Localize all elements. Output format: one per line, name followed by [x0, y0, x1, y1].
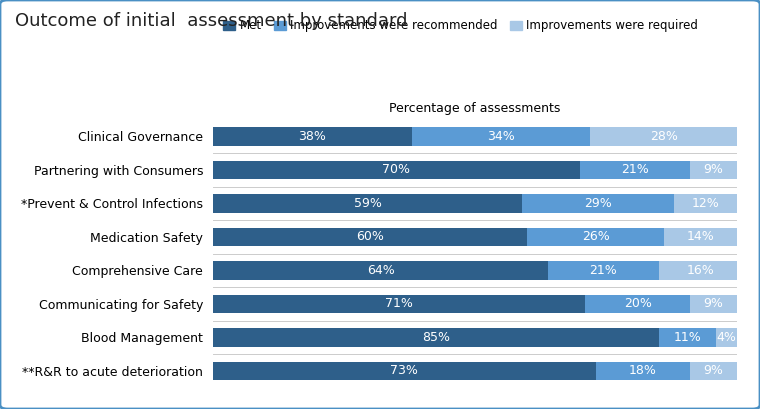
- Text: 70%: 70%: [382, 163, 410, 176]
- Text: 12%: 12%: [692, 197, 720, 210]
- Bar: [658, 261, 743, 279]
- Bar: [412, 127, 591, 146]
- Bar: [213, 228, 527, 246]
- Text: 38%: 38%: [299, 130, 326, 143]
- Text: 26%: 26%: [581, 230, 610, 243]
- Bar: [549, 261, 658, 279]
- Text: 21%: 21%: [590, 264, 617, 277]
- Bar: [591, 127, 737, 146]
- Bar: [674, 194, 737, 213]
- Text: 16%: 16%: [686, 264, 714, 277]
- Bar: [213, 261, 549, 279]
- Text: 9%: 9%: [704, 297, 724, 310]
- Text: 14%: 14%: [686, 230, 714, 243]
- Text: 21%: 21%: [621, 163, 649, 176]
- Bar: [663, 228, 737, 246]
- Text: Outcome of initial  assessment by standard: Outcome of initial assessment by standar…: [15, 12, 407, 30]
- Text: 28%: 28%: [650, 130, 678, 143]
- Bar: [213, 127, 412, 146]
- Text: 71%: 71%: [385, 297, 413, 310]
- Text: 60%: 60%: [356, 230, 384, 243]
- Bar: [580, 161, 690, 179]
- Bar: [716, 328, 737, 346]
- Text: 85%: 85%: [422, 331, 450, 344]
- Bar: [690, 161, 737, 179]
- Text: 9%: 9%: [704, 163, 724, 176]
- Text: 64%: 64%: [367, 264, 394, 277]
- Text: 9%: 9%: [704, 364, 724, 377]
- Text: 34%: 34%: [487, 130, 515, 143]
- Bar: [213, 328, 658, 346]
- Bar: [527, 228, 663, 246]
- Text: 29%: 29%: [584, 197, 612, 210]
- Text: 59%: 59%: [353, 197, 382, 210]
- Bar: [213, 161, 580, 179]
- Text: 18%: 18%: [629, 364, 657, 377]
- Bar: [213, 362, 596, 380]
- Bar: [213, 294, 585, 313]
- Bar: [658, 328, 716, 346]
- X-axis label: Percentage of assessments: Percentage of assessments: [389, 102, 561, 115]
- Bar: [690, 294, 737, 313]
- Bar: [213, 194, 522, 213]
- Bar: [690, 362, 737, 380]
- Legend: Met, Improvements were recommended, Improvements were required: Met, Improvements were recommended, Impr…: [219, 15, 703, 37]
- Text: 73%: 73%: [391, 364, 418, 377]
- Bar: [596, 362, 690, 380]
- Bar: [522, 194, 674, 213]
- Text: 20%: 20%: [624, 297, 651, 310]
- Bar: [585, 294, 690, 313]
- Text: 11%: 11%: [673, 331, 701, 344]
- Text: 4%: 4%: [717, 331, 736, 344]
